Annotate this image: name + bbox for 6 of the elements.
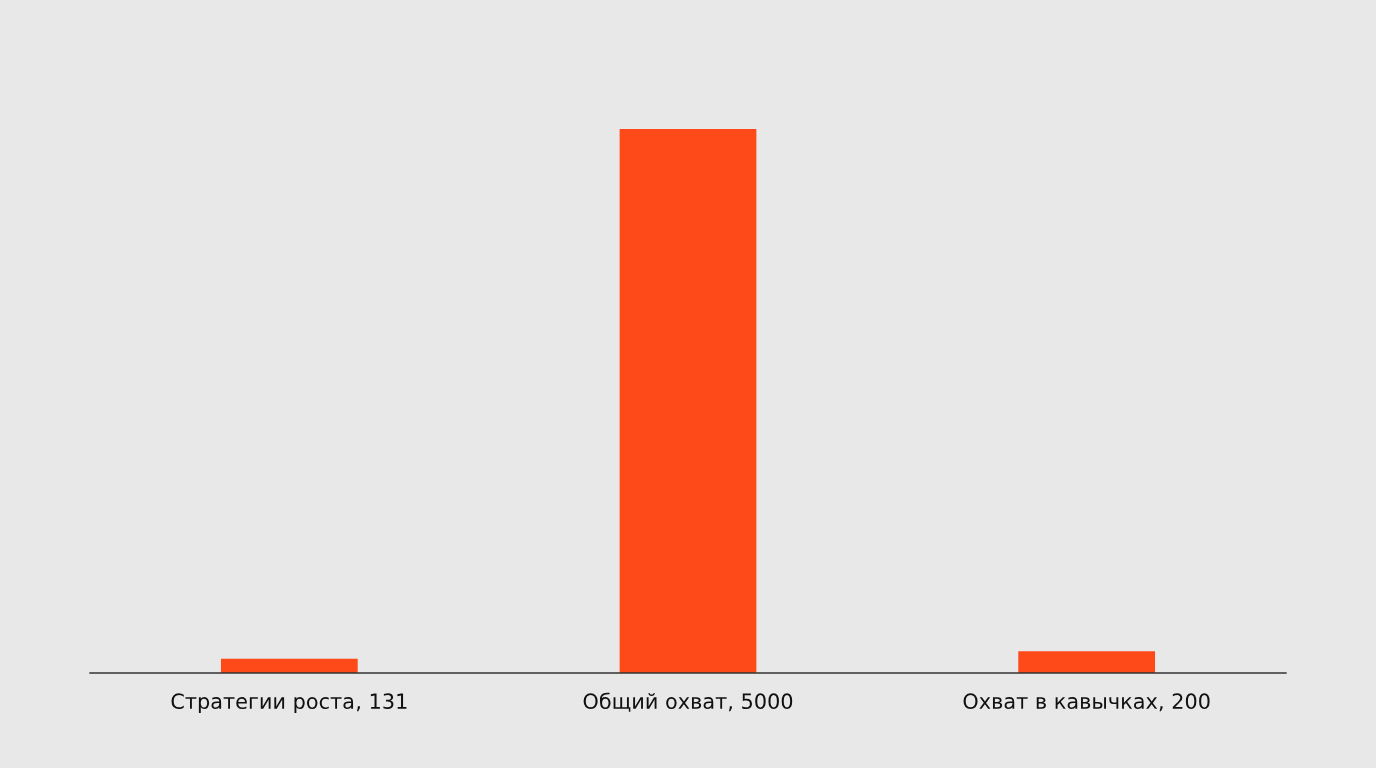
x-tick-label: Общий охват xyxy=(583,692,727,712)
x-tick-label: Охват в кавычках xyxy=(963,693,1158,710)
x-tick-label: Стратегии роста xyxy=(171,693,354,714)
data-label: , 200 xyxy=(1159,693,1210,712)
data-label: , 5000 xyxy=(728,693,793,712)
data-label: , 131 xyxy=(356,693,407,712)
